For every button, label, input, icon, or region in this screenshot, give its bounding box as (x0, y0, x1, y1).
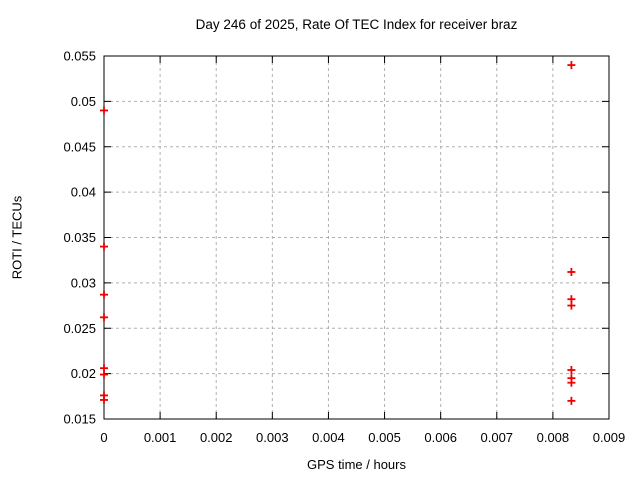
y-tick-label: 0.025 (63, 321, 96, 336)
y-tick-label: 0.035 (63, 230, 96, 245)
y-tick-label: 0.015 (63, 412, 96, 427)
y-axis-label: ROTI / TECUs (9, 195, 25, 280)
y-tick-label: 0.03 (71, 275, 96, 290)
x-tick-label: 0.003 (256, 430, 289, 445)
x-tick-label: 0.009 (593, 430, 626, 445)
chart-title: Day 246 of 2025, Rate Of TEC Index for r… (195, 17, 518, 32)
x-tick-label: 0.001 (144, 430, 177, 445)
y-tick-label: 0.045 (63, 139, 96, 154)
x-tick-label: 0.005 (368, 430, 401, 445)
y-tick-label: 0.055 (63, 49, 96, 64)
x-tick-label: 0.002 (200, 430, 233, 445)
y-tick-label: 0.02 (71, 366, 96, 381)
x-tick-label: 0.004 (312, 430, 345, 445)
y-tick-label: 0.04 (71, 185, 96, 200)
x-tick-label: 0.008 (537, 430, 570, 445)
x-axis-label: GPS time / hours (307, 457, 406, 472)
x-tick-label: 0.007 (481, 430, 514, 445)
y-tick-label: 0.05 (71, 94, 96, 109)
x-tick-label: 0 (100, 430, 107, 445)
x-tick-label: 0.006 (424, 430, 457, 445)
